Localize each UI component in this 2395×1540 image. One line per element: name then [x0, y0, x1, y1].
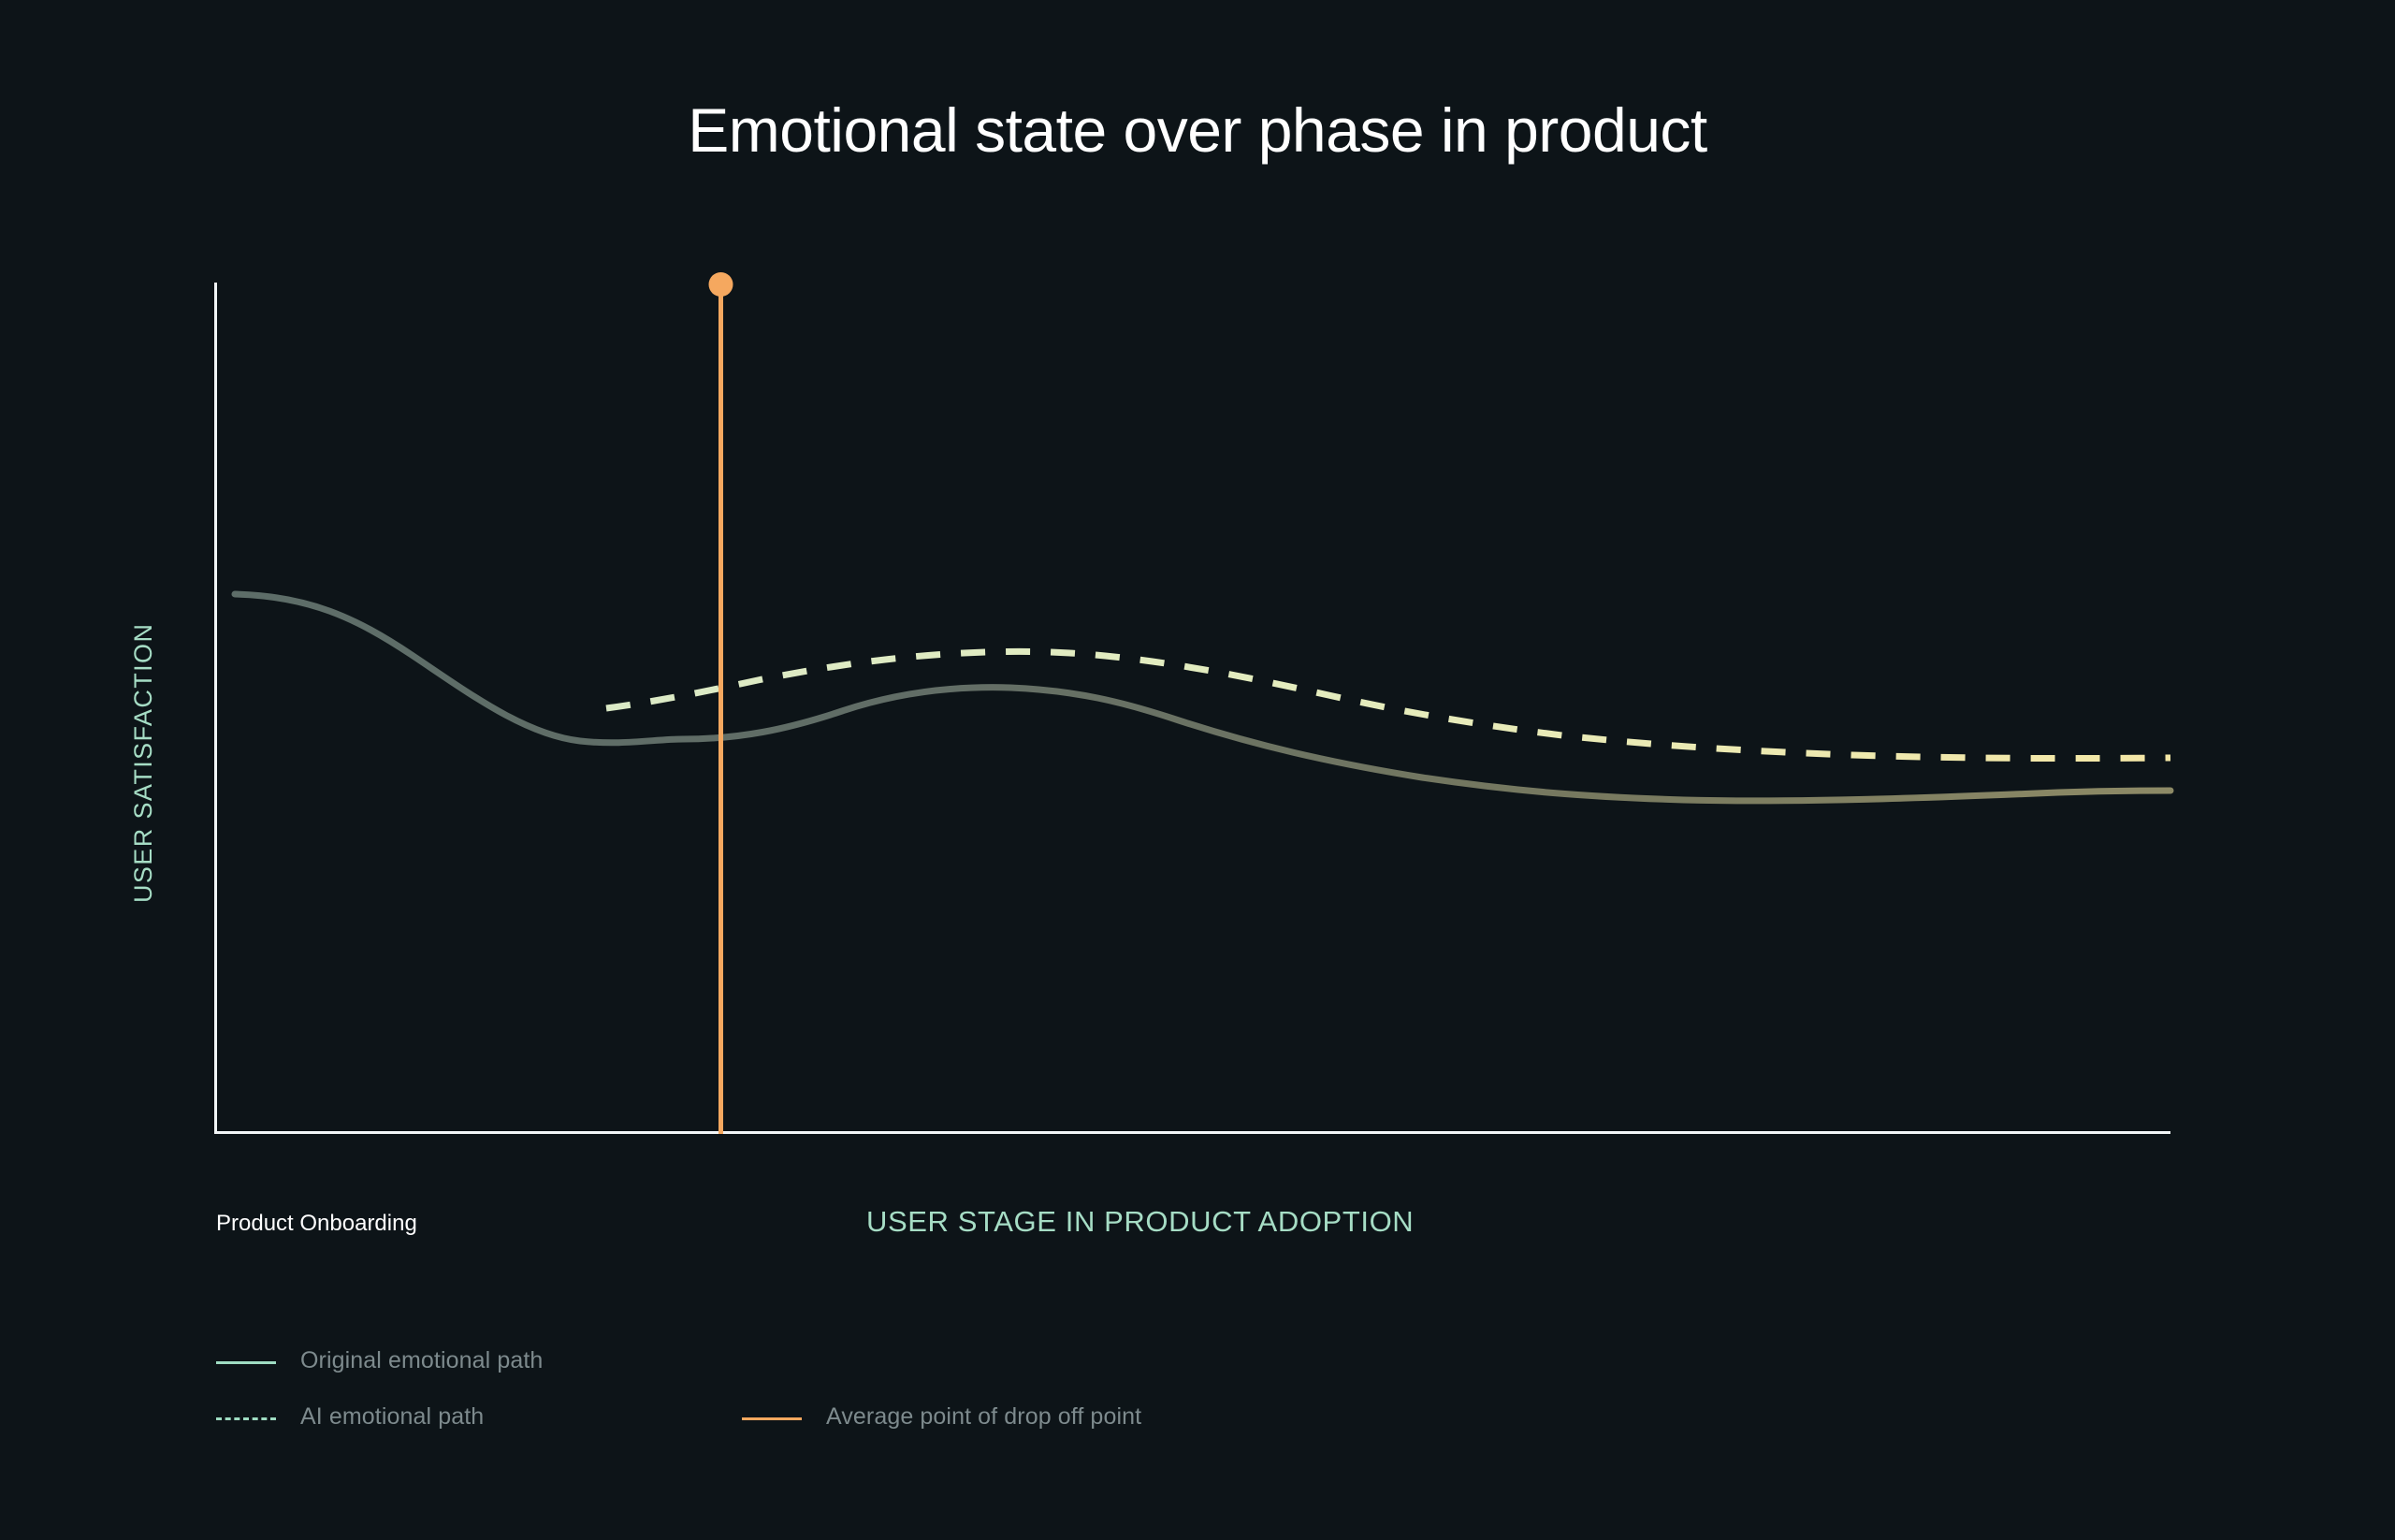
- drop-off-marker-dot: [708, 272, 733, 297]
- legend-swatch-orange-line-icon: [742, 1411, 802, 1424]
- legend-label-average-drop-off-point: Average point of drop off point: [826, 1403, 1142, 1430]
- series-original-emotional-path: [231, 590, 2174, 805]
- legend-item-original-emotional-path: Original emotional path: [216, 1347, 543, 1374]
- legend-label-original-emotional-path: Original emotional path: [300, 1347, 544, 1373]
- drop-off-marker-label: Product Onboarding: [216, 1211, 417, 1236]
- legend-item-average-drop-off-point: Average point of drop off point: [742, 1403, 1141, 1431]
- y-axis-label: USER SATISFACTION: [129, 622, 157, 903]
- legend-swatch-dashed-line-icon: [216, 1411, 276, 1424]
- series-ai-emotional-path: [605, 647, 2171, 763]
- legend-swatch-solid-line-icon: [216, 1355, 276, 1368]
- legend-item-ai-emotional-path: AI emotional path: [216, 1403, 484, 1431]
- legend-label-ai-emotional-path: AI emotional path: [300, 1403, 485, 1430]
- page-title: Emotional state over phase in product: [688, 95, 1707, 165]
- x-axis-label: USER STAGE IN PRODUCT ADOPTION: [866, 1205, 1415, 1238]
